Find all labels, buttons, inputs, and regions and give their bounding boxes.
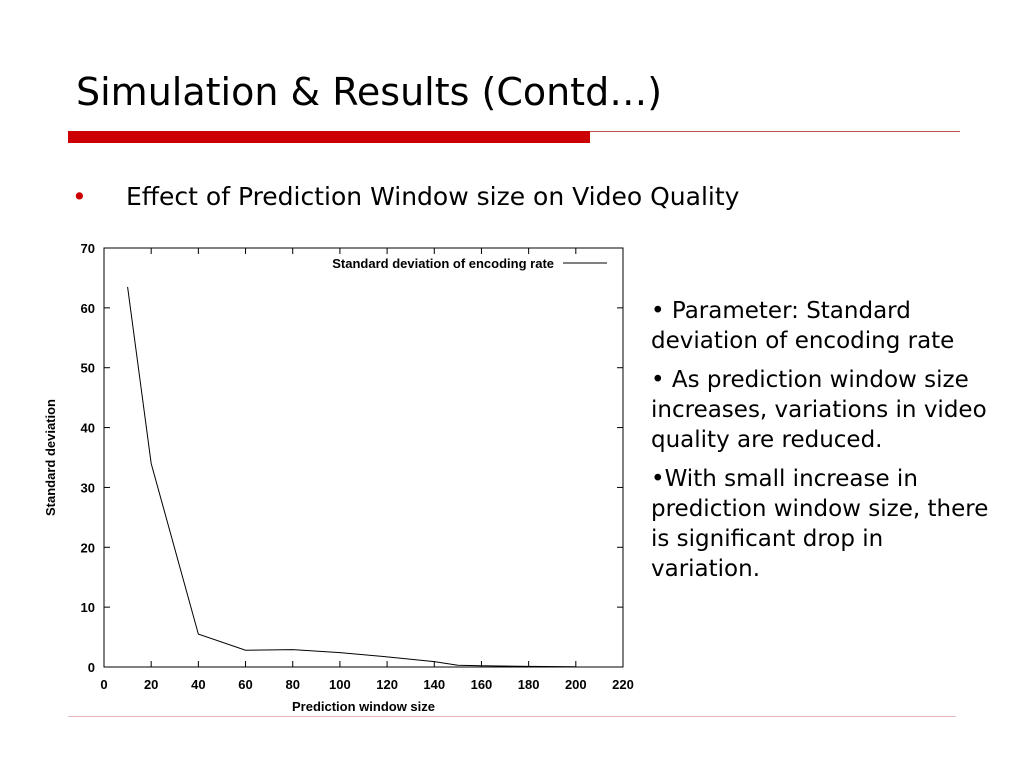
- footer-rule: [68, 716, 956, 717]
- legend-label: Standard deviation of encoding rate: [332, 256, 554, 271]
- line-chart: 0 20 40 60 80 100 120 140 160 180 200 220 0 10 20 30 40…: [43, 241, 634, 714]
- x-tick-label: 0: [100, 677, 107, 692]
- note-parameter: • Parameter: Standard deviation of encod…: [651, 298, 955, 354]
- bullet-dot: •: [72, 182, 87, 211]
- x-tick-label: 200: [565, 677, 587, 692]
- x-tick-label: 60: [238, 677, 252, 692]
- y-tick-label: 50: [81, 361, 95, 376]
- x-tick-label: 80: [285, 677, 299, 692]
- axis-ticks: [103, 247, 624, 668]
- y-tick-label: 30: [81, 480, 95, 495]
- x-tick-label: 20: [144, 677, 158, 692]
- x-tick-label: 40: [191, 677, 205, 692]
- series-line: [127, 286, 576, 668]
- notes-panel: • Parameter: Standard deviation of encod…: [651, 296, 996, 593]
- x-tick-label: 140: [423, 677, 445, 692]
- main-bullet-text: Effect of Prediction Window size on Vide…: [126, 182, 740, 211]
- y-axis-label: Standard deviation: [43, 399, 58, 516]
- x-tick-label: 100: [329, 677, 351, 692]
- y-tick-label: 70: [81, 241, 95, 256]
- y-tick-labels: 0 10 20 30 40 50 60 70: [81, 241, 95, 675]
- x-tick-label: 160: [471, 677, 493, 692]
- x-axis-label: Prediction window size: [292, 699, 435, 714]
- x-tick-label: 180: [518, 677, 540, 692]
- plot-frame: [103, 247, 624, 668]
- note-variation-reduced: • As prediction window size increases, v…: [651, 367, 987, 453]
- title-underline-thick: [68, 131, 590, 143]
- note-significant-drop: •With small increase in prediction windo…: [651, 466, 989, 582]
- y-tick-label: 40: [81, 421, 95, 436]
- y-tick-label: 0: [88, 660, 95, 675]
- x-tick-label: 220: [612, 677, 634, 692]
- x-tick-label: 120: [376, 677, 398, 692]
- slide-title: Simulation & Results (Contd…): [76, 70, 663, 114]
- x-tick-labels: 0 20 40 60 80 100 120 140 160 180 200 220: [100, 677, 633, 692]
- y-tick-label: 20: [81, 540, 95, 555]
- y-tick-label: 60: [81, 301, 95, 316]
- title-underline-thin: [590, 131, 960, 132]
- y-tick-label: 10: [81, 600, 95, 615]
